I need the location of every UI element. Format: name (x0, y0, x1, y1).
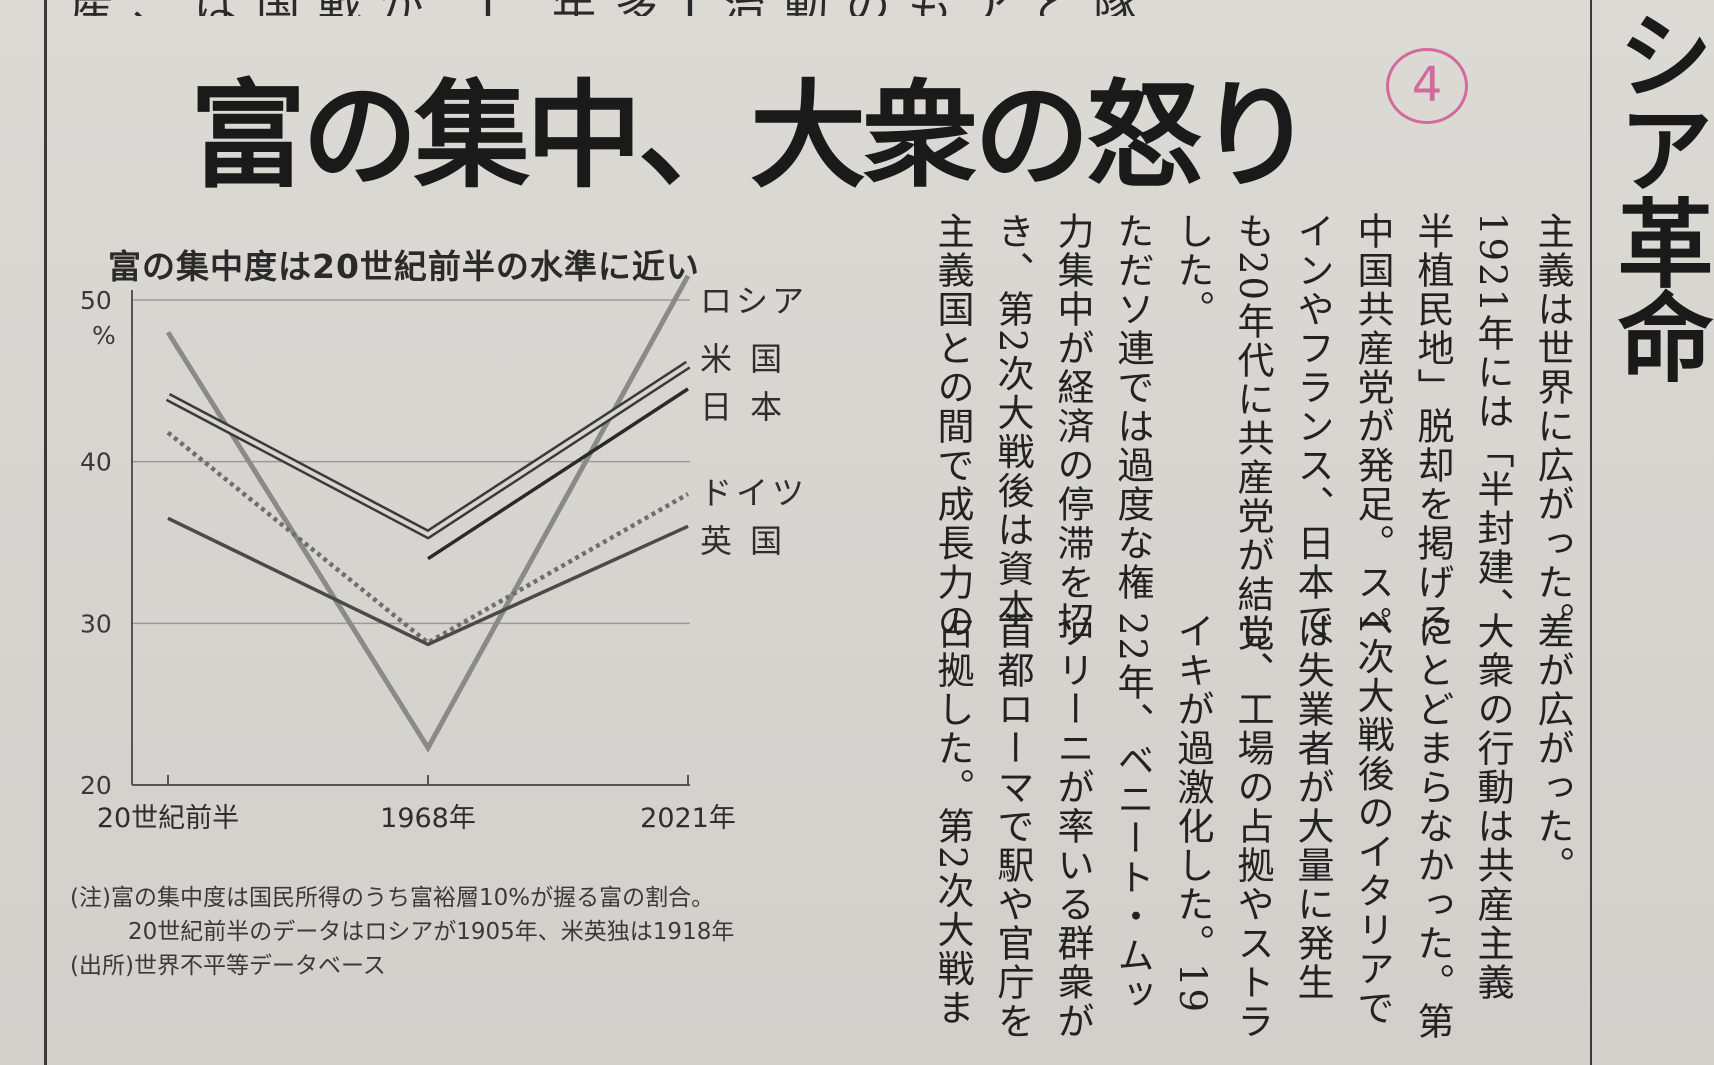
article-line: 大衆の行動は共産主義 (1471, 612, 1514, 1002)
right-column-rule (1590, 0, 1592, 1065)
series-label: 米 国 (700, 340, 786, 378)
article-body: 主義は世界に広がった。 1921年には「半封建、 半植民地」脱却を掲げる 中国共… (890, 212, 1580, 1062)
article-line: 1921年には「半封建、 (1471, 212, 1514, 627)
article-line: イキが過激化した。19 (1171, 612, 1214, 1015)
article-line: 中国共産党が発足。スペ (1351, 212, 1394, 641)
series-line (165, 274, 691, 753)
article-line: も20年代に共産党が結党 (1231, 212, 1274, 654)
chart-title: 富の集中度は20世紀前半の水準に近い (108, 247, 700, 286)
article-line: 半植民地」脱却を掲げる (1411, 212, 1454, 641)
chart-note-1: (注)富の集中度は国民所得のうち富裕層10%が握る富の割合。 (70, 885, 715, 911)
y-tick-label: 50 (80, 286, 112, 315)
article-line: し、工場の占拠やストラ (1231, 612, 1274, 1041)
article-line: にとどまらなかった。第 (1411, 612, 1454, 1041)
article-line: した。 (1171, 212, 1214, 329)
article-line: ソリーニが率いる群衆が (1051, 612, 1094, 1041)
y-axis-unit: % (92, 321, 116, 350)
article-line: 首都ローマで駅や官庁を (991, 612, 1034, 1041)
chart-note-2: 20世紀前半のデータはロシアが1905年、米英独は1918年 (128, 919, 735, 945)
series-label: ロシア (700, 282, 808, 320)
axis-layer: 20 30 40 50% 20世紀前半 1968年 2021年 (80, 286, 736, 834)
side-section-title: シア革命 (1601, 6, 1714, 382)
series-line (167, 516, 689, 647)
article-line: ただソ連では過度な権 (1111, 212, 1154, 602)
headline: 富の集中、大衆の怒り (190, 68, 1314, 204)
article-line: 22年、ベニート・ムッ (1111, 612, 1154, 1015)
series-label: 日 本 (700, 388, 786, 426)
article-line: インやフランス、日本で (1291, 212, 1334, 641)
handwritten-circled-number: 4 (1386, 48, 1468, 124)
chart-source: (出所)世界不平等データベース (70, 953, 386, 979)
y-tick-label: 40 (80, 448, 112, 477)
series-line (427, 387, 689, 561)
article-line: 差が広がった。 (1531, 612, 1574, 885)
series-label: ドイツ (700, 474, 808, 512)
article-line: き、第2次大戦後は資本 (991, 212, 1034, 628)
cut-off-text-fragment: 産、は国戦が 1 年多1治動のもアと隊 (70, 0, 1155, 16)
article-line: 力集中が経済の停滞を招 (1051, 212, 1094, 641)
grid-layer (132, 299, 690, 625)
article-body-lower: 差が広がった。 大衆の行動は共産主義 にとどまらなかった。第 1次大戦後のイタリ… (890, 612, 1580, 1065)
x-tick-label: 2021年 (640, 803, 736, 834)
article-line: 主義は世界に広がった。 (1531, 212, 1574, 641)
article-line: は失業者が大量に発生 (1291, 612, 1334, 1002)
series-label: 英 国 (700, 522, 786, 560)
series-line-outer (165, 360, 691, 540)
left-column-rule (44, 0, 47, 1065)
article-line: 1次大戦後のイタリアで (1351, 612, 1394, 1028)
y-tick-label: 30 (80, 609, 112, 638)
series-layer (165, 274, 691, 753)
y-tick-label: 20 (80, 771, 112, 800)
article-line: 主義国との間で成長力の (931, 212, 974, 641)
series-line-inner (167, 363, 690, 537)
x-tick-label: 20世紀前半 (97, 803, 239, 834)
x-tick-label: 1968年 (380, 803, 476, 834)
article-line: 占拠した。第2次大戦ま (931, 612, 974, 1028)
